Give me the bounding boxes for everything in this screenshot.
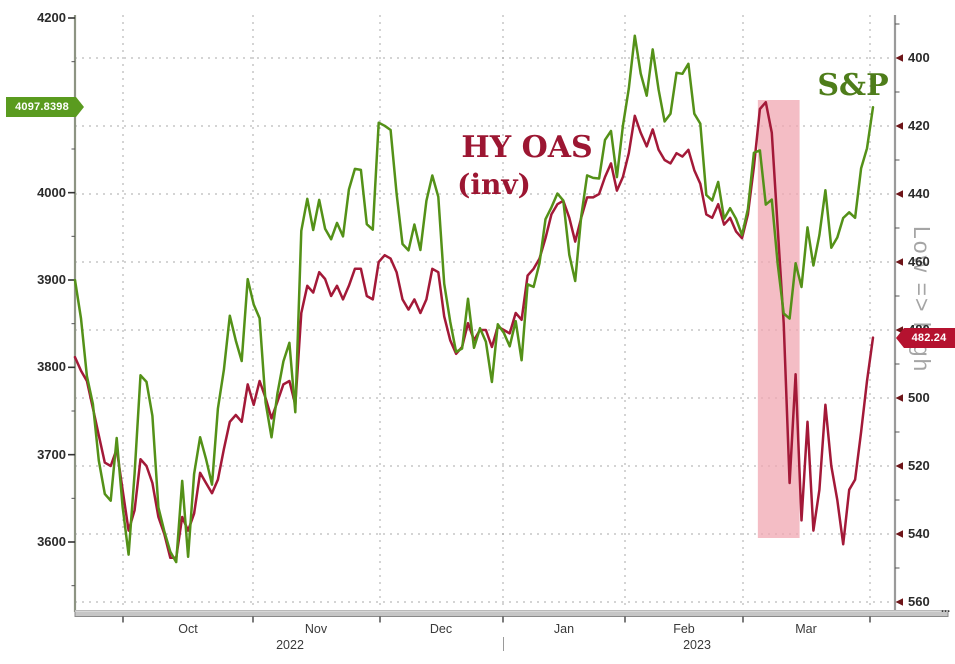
left-axis-tick-label: 3800 xyxy=(37,359,66,375)
month-label: Dec xyxy=(429,622,453,636)
month-label: Mar xyxy=(795,622,817,636)
oas-last-value-badge: 482.24 xyxy=(896,328,955,348)
left-axis-tick-label: 4200 xyxy=(37,10,66,25)
right-axis-tick-label: 540 xyxy=(908,526,930,541)
axis-bar-ellipsis: ... xyxy=(941,603,951,615)
month-label: Feb xyxy=(673,622,695,636)
right-axis-tick-label: 420 xyxy=(908,118,930,133)
month-label: Jan xyxy=(553,622,575,636)
right-axis-tick-label: 460 xyxy=(908,254,930,269)
year-label: 2023 xyxy=(683,638,711,652)
right-axis-tick-label: 440 xyxy=(908,186,930,201)
right-axis-tick-label: 400 xyxy=(908,50,930,65)
right-axis-note: Low => high xyxy=(909,226,935,374)
left-axis-tick-label: 3700 xyxy=(37,446,66,462)
left-axis-tick-label: 4000 xyxy=(37,184,66,200)
left-axis-tick-label: 3600 xyxy=(37,534,66,549)
sp-annotation: S&P xyxy=(817,68,889,103)
right-axis-tick-label: 500 xyxy=(908,390,930,405)
hy-oas-inv-annotation: (inv) xyxy=(457,168,531,201)
year-separator xyxy=(503,637,504,651)
hy-oas-annotation: HY OAS xyxy=(461,130,593,165)
month-label: Nov xyxy=(304,622,328,636)
right-axis-tick-label: 560 xyxy=(908,594,930,609)
month-label: Oct xyxy=(178,622,198,636)
series-sp-line xyxy=(73,34,875,564)
year-label: 2022 xyxy=(276,638,304,652)
sp-last-value-badge: 4097.8398 xyxy=(6,97,84,117)
right-axis-tick-label: 520 xyxy=(908,458,930,473)
left-axis-tick-label: 3900 xyxy=(37,272,66,287)
